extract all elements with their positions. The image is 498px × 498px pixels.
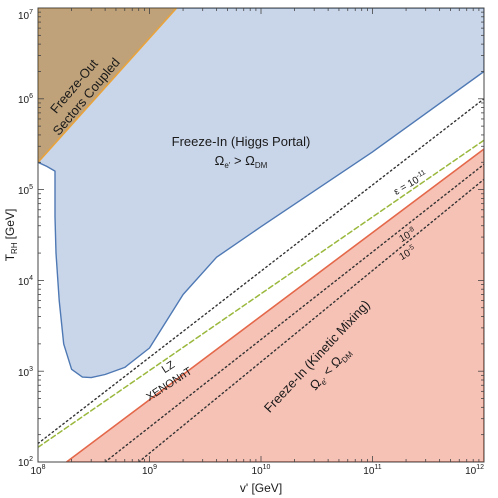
y-axis-title: TRH[GeV] xyxy=(3,209,19,262)
x-tick-label-1e12: 1012 xyxy=(465,464,484,477)
epsilon-1e-5-label: 10-5 xyxy=(397,244,418,263)
y-tick-label-1e7: 107 xyxy=(18,9,33,22)
freeze-in-higgs-region xyxy=(38,8,484,379)
epsilon-1e-8-line xyxy=(104,163,484,462)
x-tick-labels: 108 109 1010 1011 1012 xyxy=(30,464,484,477)
x-tick-label-1e11: 1011 xyxy=(363,464,381,477)
higgs-region-label-line2: Ωe' > ΩDM xyxy=(215,153,268,170)
y-tick-label-1e6: 106 xyxy=(18,93,33,106)
axis-ticks xyxy=(37,7,485,463)
y-tick-label-1e4: 104 xyxy=(18,275,33,288)
x-axis-title: v' [GeV] xyxy=(240,481,282,495)
xenon-lz-line xyxy=(38,139,484,449)
freeze-in-kinetic-region xyxy=(65,148,484,462)
higgs-region-label-line1: Freeze-In (Higgs Portal) xyxy=(172,134,311,149)
x-tick-label-1e10: 1010 xyxy=(252,464,271,477)
epsilon-1e-11-line xyxy=(38,98,484,445)
y-tick-label-1e2: 102 xyxy=(18,456,33,469)
y-tick-label-1e5: 105 xyxy=(18,184,33,197)
x-tick-label-1e9: 109 xyxy=(142,464,157,477)
x-tick-label-1e8: 108 xyxy=(30,464,45,477)
lz-label: LZ xyxy=(160,359,178,376)
y-tick-labels: 102 103 104 105 106 107 xyxy=(18,9,33,469)
freeze-out-region xyxy=(38,8,178,164)
epsilon-1e-8-label: 10-8 xyxy=(397,226,418,245)
y-tick-label-1e3: 103 xyxy=(18,366,33,379)
